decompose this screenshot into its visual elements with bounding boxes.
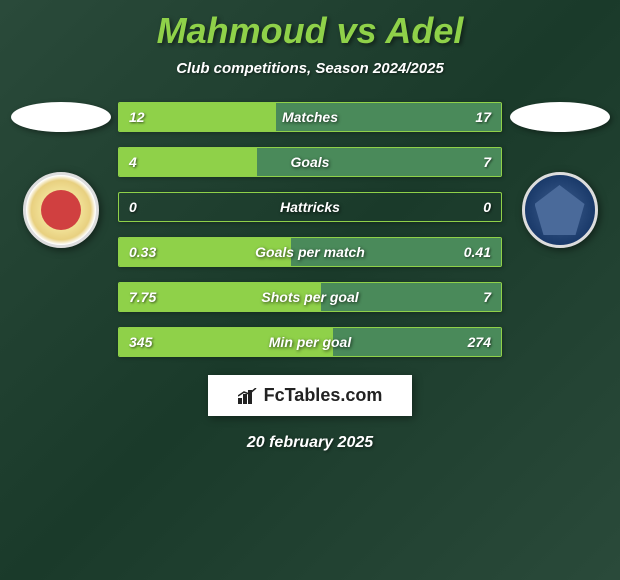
left-flag-icon: [11, 102, 111, 132]
stat-label: Matches: [282, 109, 338, 125]
stat-label: Hattricks: [280, 199, 340, 215]
stat-value-right: 0: [483, 199, 491, 215]
stat-value-left: 7.75: [129, 289, 156, 305]
stat-row: 4 7 Goals: [118, 147, 502, 177]
stat-row: 0.33 0.41 Goals per match: [118, 237, 502, 267]
right-team-badge: [522, 172, 598, 248]
stat-value-left: 0: [129, 199, 137, 215]
page-subtitle: Club competitions, Season 2024/2025: [176, 60, 444, 77]
stat-row: 12 17 Matches: [118, 102, 502, 132]
right-player-column: [507, 102, 612, 248]
stat-value-right: 274: [468, 334, 491, 350]
chart-icon: [238, 388, 258, 404]
stat-row: 7.75 7 Shots per goal: [118, 282, 502, 312]
footer-attribution: FcTables.com: [208, 375, 413, 416]
right-flag-icon: [510, 102, 610, 132]
stat-value-right: 7: [483, 154, 491, 170]
page-title: Mahmoud vs Adel: [157, 10, 464, 52]
stat-value-left: 0.33: [129, 244, 156, 260]
stat-fill-left: [119, 148, 257, 176]
date-label: 20 february 2025: [247, 434, 373, 452]
stat-label: Shots per goal: [261, 289, 358, 305]
left-team-badge: [23, 172, 99, 248]
stat-label: Goals per match: [255, 244, 365, 260]
stats-column: 12 17 Matches 4 7 Goals 0 0 Hattricks 0.33 0.41 Goa…: [113, 102, 507, 357]
footer-text: FcTables.com: [264, 385, 383, 406]
stat-label: Min per goal: [269, 334, 351, 350]
infographic-container: Mahmoud vs Adel Club competitions, Seaso…: [0, 0, 620, 580]
left-player-column: [8, 102, 113, 248]
right-badge-inner: [535, 185, 585, 235]
stat-label: Goals: [291, 154, 330, 170]
content-area: 12 17 Matches 4 7 Goals 0 0 Hattricks 0.33 0.41 Goa…: [0, 102, 620, 357]
stat-value-right: 7: [483, 289, 491, 305]
stat-value-right: 17: [475, 109, 491, 125]
stat-value-right: 0.41: [464, 244, 491, 260]
stat-value-left: 12: [129, 109, 145, 125]
stat-row: 345 274 Min per goal: [118, 327, 502, 357]
stat-row: 0 0 Hattricks: [118, 192, 502, 222]
stat-value-left: 345: [129, 334, 152, 350]
stat-value-left: 4: [129, 154, 137, 170]
